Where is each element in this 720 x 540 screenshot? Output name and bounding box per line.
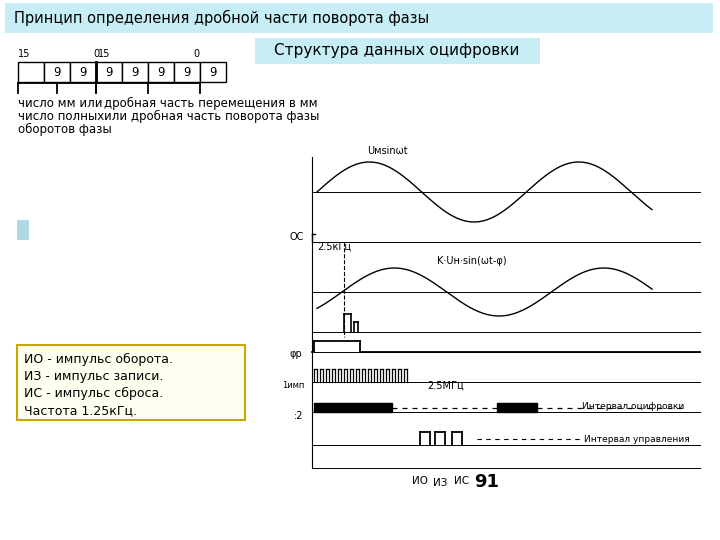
Text: 9: 9 <box>105 65 113 78</box>
Bar <box>44 62 70 82</box>
Text: дробная часть перемещения в мм: дробная часть перемещения в мм <box>104 97 318 110</box>
Text: ИЗ - импульс записи.: ИЗ - импульс записи. <box>24 370 163 383</box>
Text: 2.5МГц: 2.5МГц <box>427 381 464 391</box>
FancyBboxPatch shape <box>255 38 540 64</box>
Bar <box>18 62 44 82</box>
FancyBboxPatch shape <box>17 220 29 240</box>
Text: Структура данных оцифровки: Структура данных оцифровки <box>274 44 520 58</box>
Text: число мм или: число мм или <box>18 97 102 110</box>
Bar <box>70 62 96 82</box>
Text: оборотов фазы: оборотов фазы <box>18 123 112 136</box>
Text: 15: 15 <box>18 49 30 59</box>
Text: 2.5кГц: 2.5кГц <box>317 242 351 252</box>
Text: 9: 9 <box>53 65 60 78</box>
Text: 9: 9 <box>157 65 165 78</box>
FancyBboxPatch shape <box>5 3 713 33</box>
Text: 9: 9 <box>184 65 191 78</box>
Text: 0: 0 <box>194 49 200 59</box>
Text: число полных: число полных <box>18 110 104 123</box>
FancyBboxPatch shape <box>17 345 245 420</box>
Text: ИС - импульс сброса.: ИС - импульс сброса. <box>24 387 163 400</box>
Text: Uмsinωt: Uмsinωt <box>367 146 408 156</box>
Text: ОС: ОС <box>290 232 305 242</box>
Text: ИС: ИС <box>454 476 469 486</box>
Bar <box>122 62 148 82</box>
Text: Интервал оцифровки: Интервал оцифровки <box>582 402 684 411</box>
Text: K·Uн·sin(ωt-φ): K·Uн·sin(ωt-φ) <box>437 256 507 266</box>
Bar <box>96 62 122 82</box>
Text: ИО: ИО <box>412 476 428 486</box>
Text: Интервал управления: Интервал управления <box>584 435 690 443</box>
Text: 91: 91 <box>474 473 500 491</box>
Text: ИО - импульс оборота.: ИО - импульс оборота. <box>24 353 173 366</box>
Text: 9: 9 <box>210 65 217 78</box>
Text: φр: φр <box>290 349 302 359</box>
Text: 9: 9 <box>131 65 139 78</box>
Text: Принцип определения дробной части поворота фазы: Принцип определения дробной части поворо… <box>14 10 429 26</box>
Text: 15: 15 <box>98 49 110 59</box>
Text: Частота 1.25кГц.: Частота 1.25кГц. <box>24 404 137 417</box>
Text: 1имп: 1имп <box>282 381 305 390</box>
Text: :2: :2 <box>294 411 304 421</box>
Text: или дробная часть поворота фазы: или дробная часть поворота фазы <box>104 110 320 123</box>
Text: ИЗ: ИЗ <box>433 478 447 488</box>
Text: 9: 9 <box>79 65 86 78</box>
Bar <box>200 62 226 82</box>
Bar <box>174 62 200 82</box>
Bar <box>148 62 174 82</box>
Text: 0: 0 <box>93 49 99 59</box>
